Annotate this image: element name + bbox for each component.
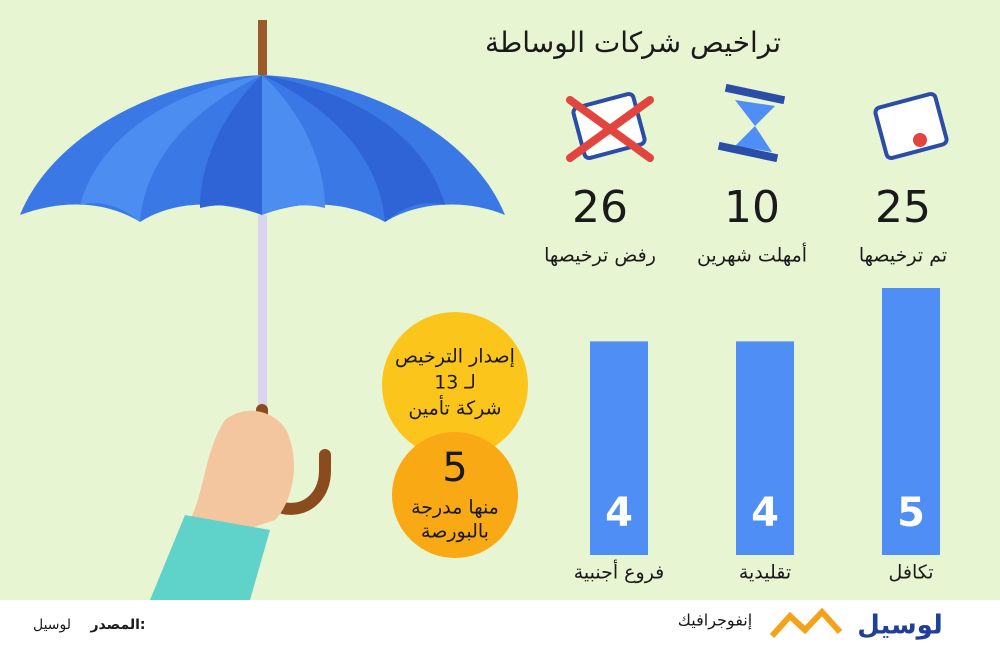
stat-label: أمهلت شهرين bbox=[697, 243, 807, 267]
category-label: تقليدية bbox=[739, 562, 791, 584]
stat-label: رفض ترخيصها bbox=[544, 245, 656, 267]
sleeve bbox=[150, 515, 270, 600]
circle-number: 5 bbox=[442, 445, 467, 491]
circle-text: بالبورصة bbox=[421, 521, 489, 543]
stat-value: 25 bbox=[875, 182, 931, 233]
icon-licensed bbox=[873, 91, 949, 161]
source-label: المصدر: bbox=[90, 617, 146, 633]
seal bbox=[913, 133, 927, 147]
brand-mark bbox=[769, 607, 843, 639]
hourglass-top bbox=[724, 83, 786, 105]
umbrella bbox=[20, 20, 505, 600]
category-label: فروع أجنبية bbox=[574, 560, 665, 584]
umbrella-panel bbox=[200, 75, 262, 215]
reject-cross bbox=[566, 96, 654, 162]
footer-background bbox=[0, 600, 1000, 647]
circle-text: إصدار الترخيص bbox=[395, 346, 515, 369]
value-label: 5 bbox=[897, 490, 925, 536]
hourglass-bottom bbox=[717, 141, 779, 163]
icon-rejected bbox=[566, 91, 654, 162]
category-label: تكافل bbox=[888, 562, 933, 584]
circle-text: لـ 13 bbox=[434, 372, 476, 394]
icon-deferred bbox=[717, 83, 786, 163]
section-label: إنفوجرافيك bbox=[678, 611, 752, 631]
bar bbox=[590, 341, 648, 555]
umbrella-panel bbox=[80, 75, 262, 222]
brand: لوسيل bbox=[857, 611, 942, 641]
umbrella-tip bbox=[258, 20, 267, 75]
bar bbox=[882, 288, 940, 555]
hand bbox=[190, 410, 295, 545]
stat-label: تم ترخيصها bbox=[859, 245, 947, 267]
certificate bbox=[873, 91, 949, 161]
umbrella-shaft bbox=[258, 215, 267, 415]
stat-value: 10 bbox=[724, 182, 780, 233]
circle-text: شركة تأمين bbox=[408, 395, 501, 420]
circle-text: منها مدرجة bbox=[411, 497, 499, 519]
circle bbox=[382, 312, 528, 458]
title: تراخيص شركات الوساطة bbox=[485, 26, 781, 59]
stat-value: 26 bbox=[572, 182, 628, 233]
hourglass-glass bbox=[735, 100, 775, 152]
bar bbox=[736, 341, 794, 555]
source: لوسيل bbox=[33, 617, 71, 633]
circle bbox=[392, 432, 518, 558]
umbrella-panel bbox=[262, 75, 325, 215]
value-label: 4 bbox=[751, 490, 779, 536]
umbrella-panel bbox=[262, 75, 445, 222]
value-label: 4 bbox=[605, 490, 633, 536]
